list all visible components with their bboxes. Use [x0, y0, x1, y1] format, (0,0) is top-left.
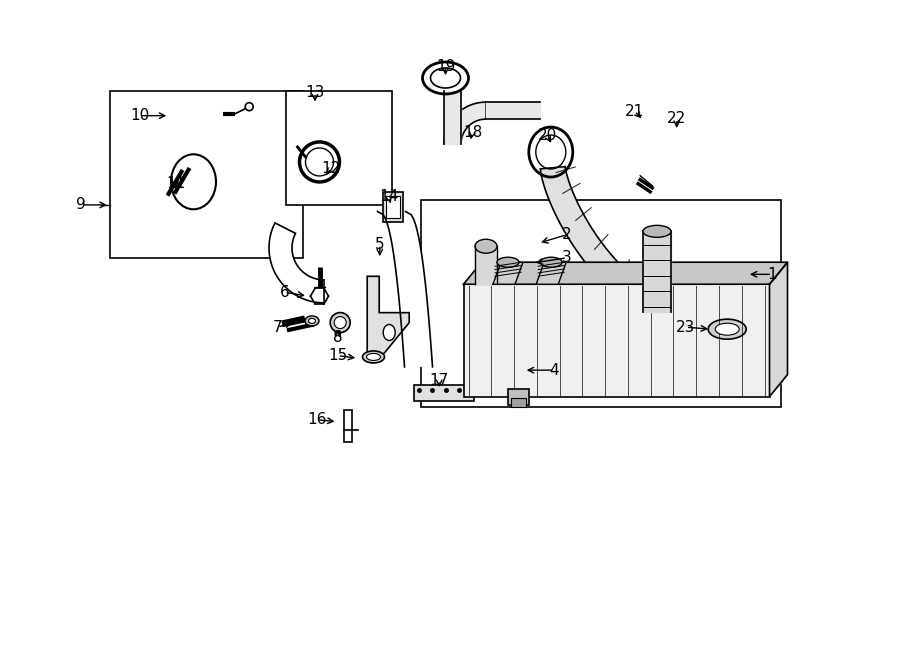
Text: 2: 2	[562, 227, 572, 242]
Polygon shape	[536, 262, 566, 284]
Bar	[385, 196, 400, 217]
Ellipse shape	[708, 319, 746, 339]
Ellipse shape	[540, 257, 562, 267]
Text: 19: 19	[436, 59, 455, 73]
Polygon shape	[493, 262, 523, 284]
Polygon shape	[475, 247, 497, 284]
Text: 20: 20	[537, 128, 557, 143]
Text: 23: 23	[676, 320, 696, 334]
Text: 21: 21	[625, 104, 644, 118]
Text: 1: 1	[768, 267, 777, 282]
Ellipse shape	[309, 319, 316, 323]
Bar	[344, 410, 352, 442]
Text: 10: 10	[130, 108, 149, 123]
Text: 13: 13	[305, 85, 325, 100]
Text: 15: 15	[328, 348, 347, 363]
Ellipse shape	[330, 313, 350, 332]
Bar	[110, 91, 303, 258]
Text: 22: 22	[667, 112, 687, 126]
Text: 3: 3	[562, 251, 572, 265]
Bar	[286, 91, 392, 205]
Ellipse shape	[716, 323, 739, 335]
Polygon shape	[770, 262, 788, 397]
Polygon shape	[464, 284, 770, 397]
Ellipse shape	[475, 239, 497, 253]
Text: 4: 4	[550, 363, 559, 377]
Polygon shape	[444, 91, 461, 144]
Text: 9: 9	[76, 198, 86, 212]
Text: 7: 7	[273, 320, 282, 334]
Text: 8: 8	[333, 330, 342, 344]
Text: 17: 17	[429, 373, 449, 387]
Text: 11: 11	[166, 176, 185, 191]
Text: 16: 16	[307, 412, 327, 427]
Polygon shape	[643, 231, 671, 312]
Polygon shape	[367, 276, 410, 356]
Ellipse shape	[305, 316, 319, 326]
Polygon shape	[444, 102, 486, 144]
Bar	[382, 192, 402, 221]
Bar	[421, 200, 781, 407]
Ellipse shape	[363, 351, 384, 363]
Bar	[508, 389, 528, 405]
Polygon shape	[269, 223, 324, 303]
Polygon shape	[486, 102, 540, 119]
Ellipse shape	[643, 225, 671, 237]
Ellipse shape	[366, 354, 381, 360]
Ellipse shape	[383, 325, 395, 340]
Text: 12: 12	[321, 161, 341, 176]
Polygon shape	[540, 167, 716, 336]
Text: 6: 6	[280, 285, 289, 299]
Text: 18: 18	[463, 125, 482, 139]
Text: 5: 5	[375, 237, 384, 252]
Ellipse shape	[497, 257, 519, 267]
Circle shape	[334, 317, 346, 329]
Polygon shape	[464, 262, 788, 284]
Text: 14: 14	[379, 190, 399, 204]
Bar	[511, 398, 526, 407]
Bar	[414, 385, 474, 401]
